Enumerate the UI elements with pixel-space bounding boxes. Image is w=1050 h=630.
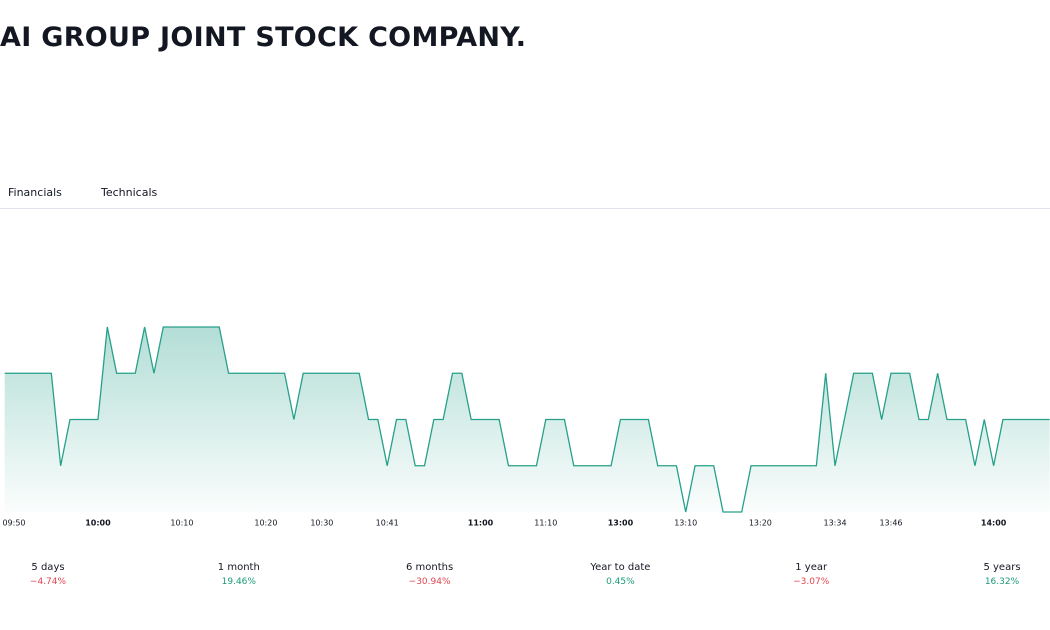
price-line <box>4 326 1050 513</box>
period-change: 19.46% <box>221 577 256 587</box>
performance-item[interactable]: 1 month 19.46% <box>179 560 299 590</box>
x-tick-label: 10:00 <box>85 519 111 528</box>
x-tick-label: 13:00 <box>608 519 634 528</box>
tab-bar: Financials Technicals <box>0 186 1050 209</box>
period-label: 5 years <box>983 562 1021 573</box>
tab[interactable]: Technicals <box>101 186 158 199</box>
area-fill <box>4 327 1050 512</box>
performance-item[interactable]: 6 months −30.94% <box>370 560 490 590</box>
x-tick-label: 11:10 <box>534 519 557 528</box>
x-tick-label: 10:41 <box>376 519 399 528</box>
period-change: −4.74% <box>29 577 67 587</box>
x-tick-label: 13:10 <box>674 519 697 528</box>
period-label: 1 year <box>795 562 828 573</box>
company-title: AI GROUP JOINT STOCK COMPANY. <box>0 22 527 53</box>
performance-item[interactable]: 5 years 16.32% <box>942 560 1050 590</box>
x-tick-label: 10:20 <box>254 519 277 528</box>
x-tick-label: 13:20 <box>749 519 772 528</box>
period-label: 5 days <box>31 562 65 573</box>
x-tick-label: 11:00 <box>468 519 494 528</box>
x-tick-label: 14:00 <box>981 519 1007 528</box>
period-label: 6 months <box>405 562 454 573</box>
period-change: 0.45% <box>606 577 635 587</box>
x-tick-label: 09:50 <box>2 519 25 528</box>
tab[interactable]: Financials <box>8 186 62 199</box>
period-change: −30.94% <box>408 577 451 587</box>
x-tick-label: 10:30 <box>310 519 333 528</box>
performance-item[interactable]: 5 days −4.74% <box>0 560 108 590</box>
period-label: 1 month <box>217 562 260 573</box>
performance-item[interactable]: 1 year −3.07% <box>751 560 871 590</box>
x-tick-label: 13:34 <box>823 519 846 528</box>
x-tick-label: 13:46 <box>879 519 902 528</box>
period-change: −3.07% <box>793 577 830 587</box>
period-label: Year to date <box>590 562 651 573</box>
x-tick-label: 10:10 <box>170 519 193 528</box>
performance-item[interactable]: Year to date 0.45% <box>560 560 680 590</box>
period-change: 16.32% <box>984 577 1020 587</box>
